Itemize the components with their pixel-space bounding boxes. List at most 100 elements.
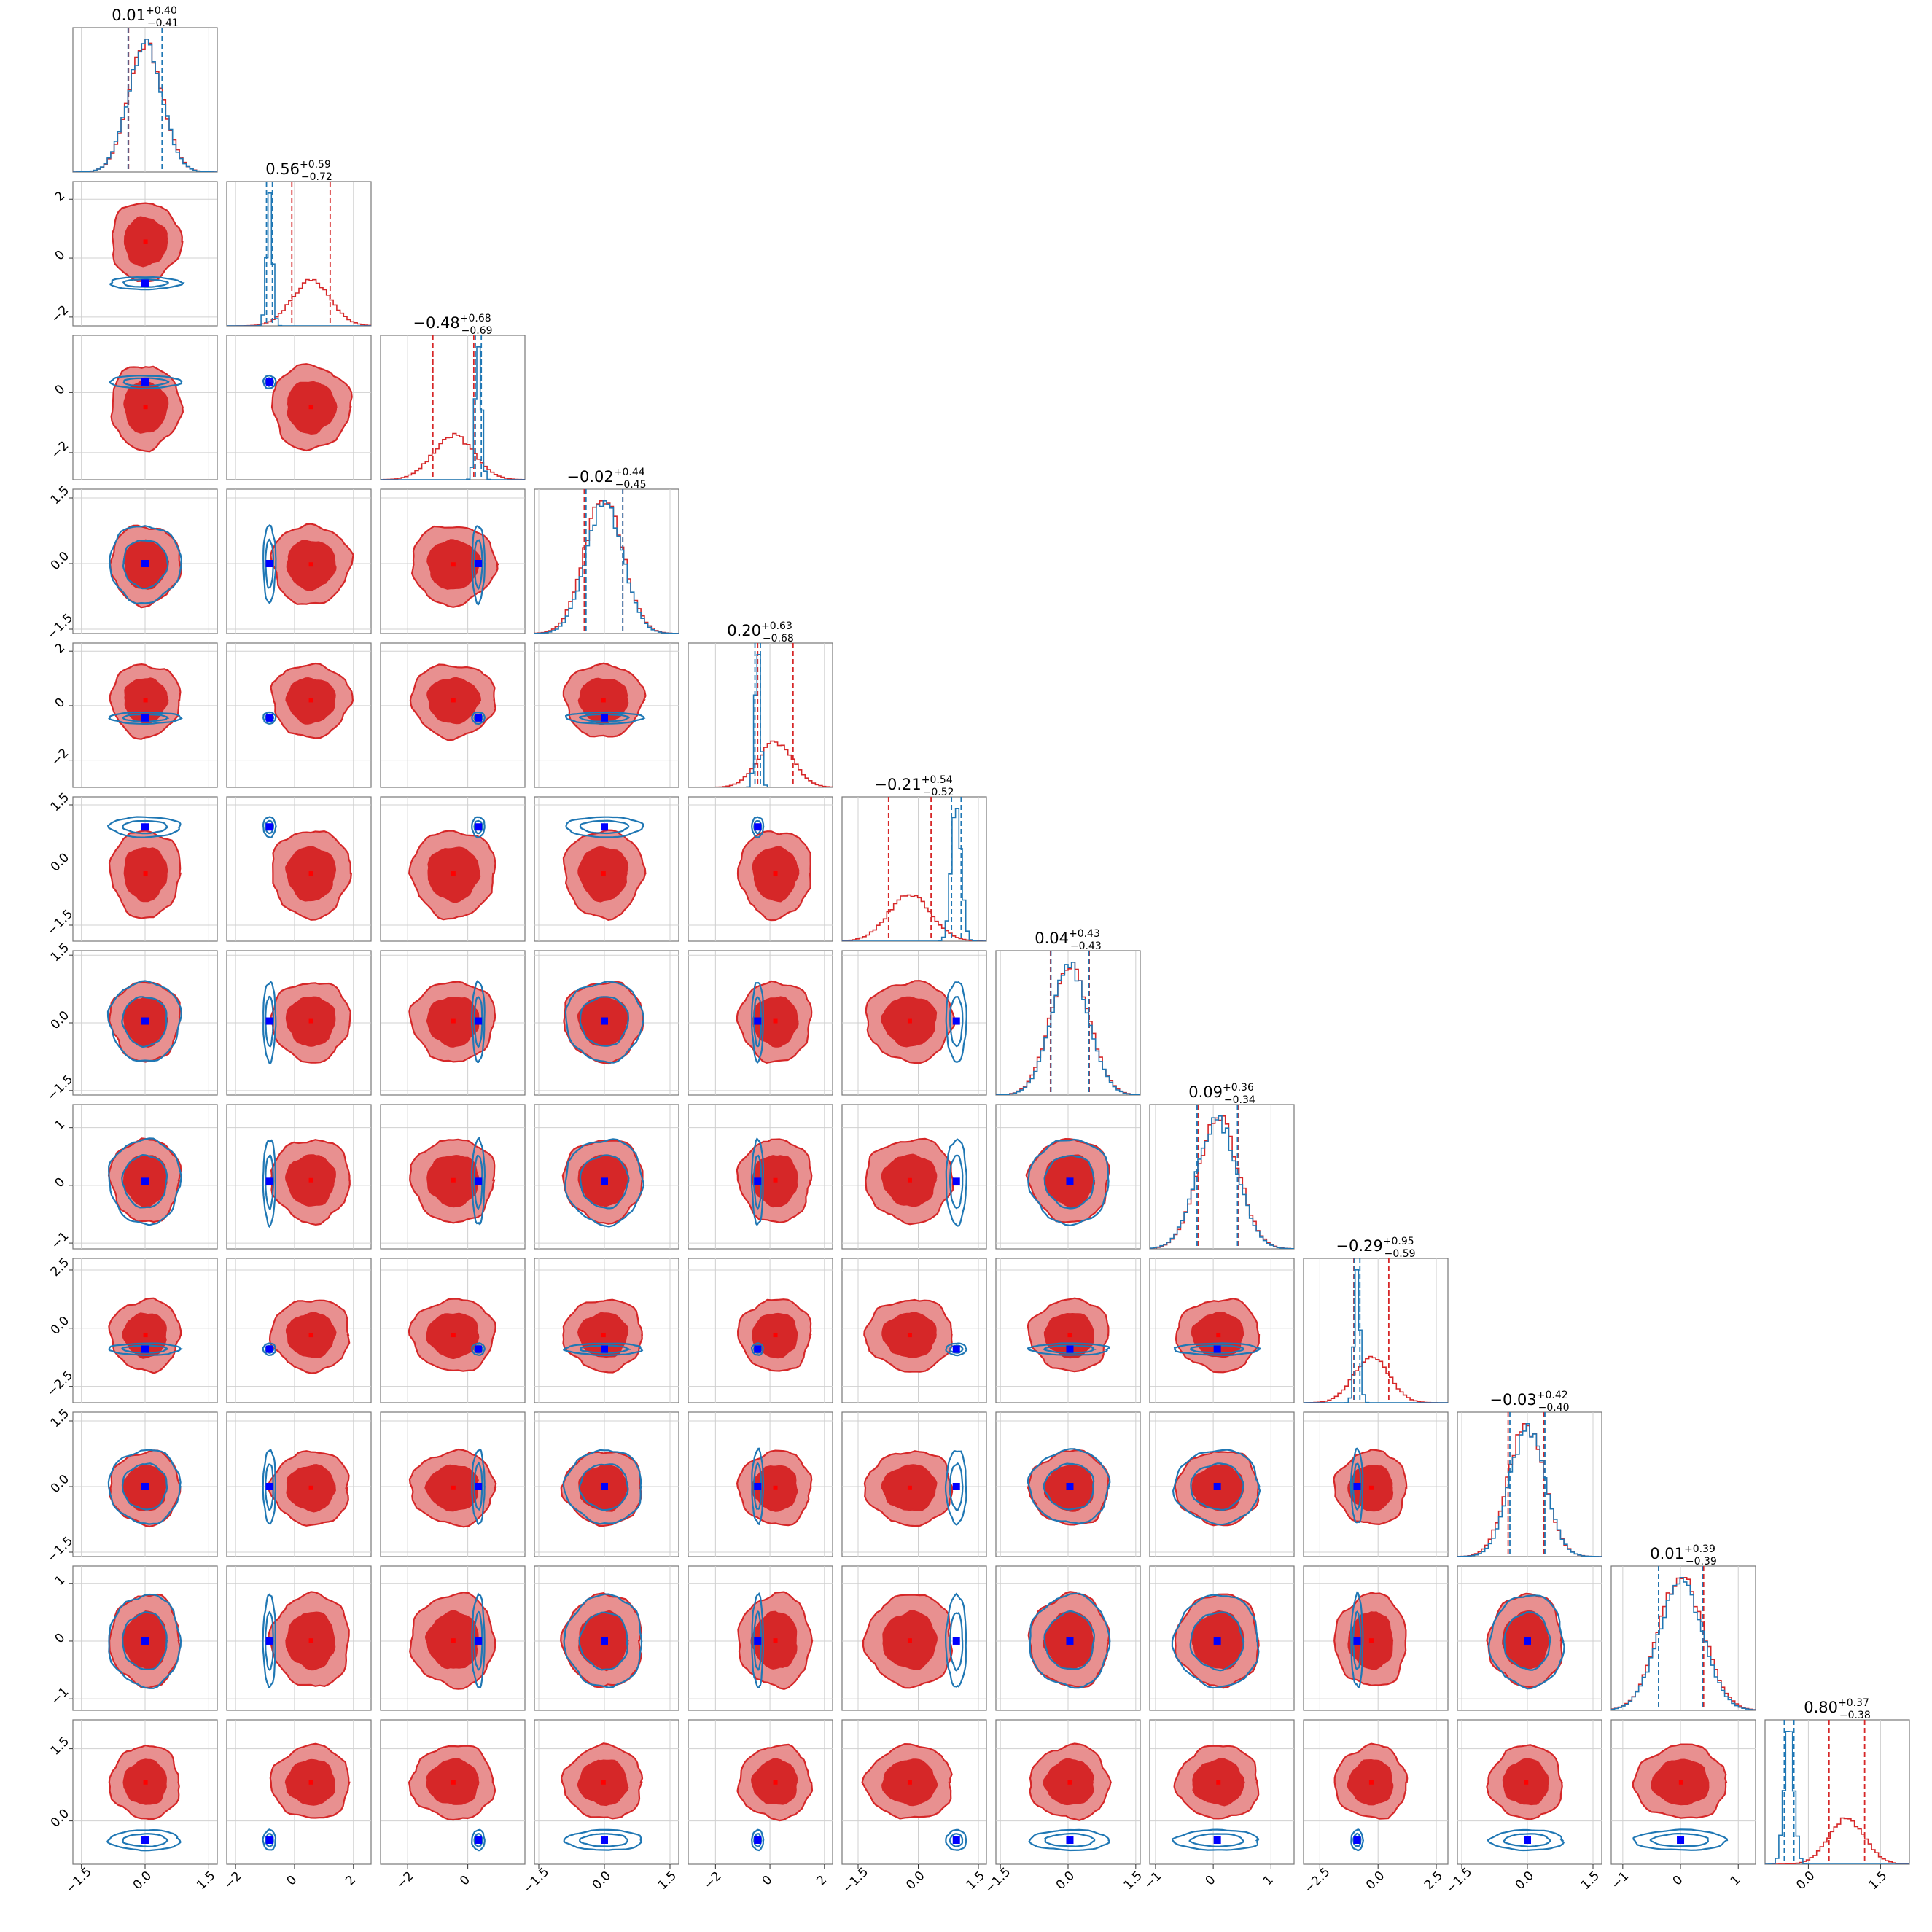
red-marker — [773, 1638, 778, 1643]
red-marker — [601, 871, 606, 876]
blue-marker — [265, 1637, 273, 1645]
scatter-panel: −2 0 2 — [49, 181, 218, 327]
red-marker — [1216, 1780, 1221, 1785]
panel-title: −0.29+0.95 −0.59 — [1336, 1236, 1415, 1260]
scatter-panel — [1457, 1565, 1602, 1711]
blue-marker — [1677, 1836, 1685, 1844]
panel-title: 0.01+0.40 −0.41 — [112, 5, 179, 29]
blue-contour-inner — [122, 278, 169, 288]
y-tick-label: 2 — [52, 189, 69, 205]
scatter-panel — [380, 642, 526, 788]
blue-marker — [1524, 1637, 1531, 1645]
panel-title: −0.21+0.54 −0.52 — [874, 774, 954, 798]
blue-marker — [952, 1483, 960, 1490]
blue-contour-outer — [1029, 1592, 1111, 1689]
panel-title: 0.20+0.63 −0.68 — [727, 620, 794, 644]
blue-marker — [1066, 1345, 1074, 1353]
scatter-panel — [534, 950, 679, 1096]
blue-contour-inner — [1044, 1832, 1096, 1847]
blue-marker — [265, 1177, 273, 1185]
panel-frame — [534, 488, 679, 634]
x-tick-label: 0.0 — [1053, 1869, 1078, 1893]
red-marker — [1368, 1780, 1374, 1785]
blue-contour-inner — [122, 713, 170, 722]
blue-contour-outer — [471, 525, 486, 606]
scatter-panel — [226, 1565, 372, 1711]
scatter-panel — [688, 1258, 833, 1403]
blue-contour-inner — [265, 1154, 275, 1210]
scatter-panel: −2.5 0.0 2.5 — [1301, 1719, 1449, 1896]
blue-contour-outer — [471, 711, 486, 725]
blue-marker — [141, 279, 149, 287]
blue-contour-outer — [470, 979, 486, 1063]
blue-contour-inner — [1189, 1611, 1245, 1672]
scatter-panel: −1 0 1 — [1141, 1719, 1295, 1892]
blue-contour-outer — [108, 711, 184, 725]
y-tick-label: 0.0 — [48, 1008, 72, 1032]
blue-marker — [265, 714, 273, 722]
blue-contour-inner — [122, 1833, 169, 1847]
blue-marker — [601, 1483, 608, 1490]
blue-marker — [141, 560, 149, 567]
blue-contour-outer — [1172, 1449, 1261, 1526]
red-marker — [773, 1177, 778, 1183]
y-tick-label: 1.5 — [48, 1406, 72, 1430]
blue-contour-inner — [121, 1462, 168, 1511]
blue-marker — [1353, 1836, 1361, 1844]
x-tick-label: 0 — [457, 1873, 473, 1889]
scatter-panel: −1.50.01.5 — [44, 483, 218, 642]
scatter-panel: 0.0 1.5 −1.5 0.0 1.5 — [48, 1719, 218, 1896]
blue-contour-inner — [265, 819, 274, 835]
blue-contour-outer — [564, 711, 646, 725]
scatter-panel — [380, 796, 526, 942]
hist-panel — [995, 950, 1141, 1096]
red-marker — [907, 1780, 912, 1785]
blue-contour-outer — [1028, 1828, 1110, 1852]
scatter-panel — [1303, 1411, 1449, 1557]
scatter-panel — [1303, 1565, 1449, 1711]
blue-marker — [754, 1637, 762, 1645]
blue-contour-inner — [579, 1154, 630, 1210]
y-tick-label: 0 — [52, 248, 69, 264]
blue-histogram — [534, 500, 679, 634]
scatter-panel — [534, 796, 679, 942]
blue-contour-inner — [1649, 1833, 1710, 1847]
red-histogram — [842, 894, 986, 941]
scatter-panel: −1 0 1 — [49, 1104, 218, 1252]
red-marker — [451, 1018, 456, 1024]
blue-marker — [1066, 1483, 1074, 1490]
blue-contour-outer — [471, 816, 486, 839]
panel-title: 0.04+0.43 −0.43 — [1035, 928, 1102, 952]
blue-marker — [1213, 1637, 1221, 1645]
y-tick-label: −1.5 — [44, 907, 76, 938]
blue-contour-inner — [1043, 1344, 1097, 1354]
hist-panel — [380, 335, 526, 480]
x-tick-label: 0.0 — [590, 1869, 614, 1893]
blue-marker — [475, 714, 483, 722]
blue-marker — [475, 1345, 483, 1353]
red-marker — [773, 871, 778, 876]
blue-contour-inner — [473, 819, 483, 835]
blue-contour-outer — [564, 1138, 644, 1228]
x-tick-label: 0.0 — [131, 1869, 155, 1893]
blue-contour-outer — [750, 1342, 765, 1356]
panel-title: −0.48+0.68 −0.69 — [413, 313, 492, 337]
panel-title: 0.09+0.36 −0.34 — [1188, 1082, 1255, 1106]
scatter-panel — [226, 1258, 372, 1403]
panel-frame — [841, 796, 987, 942]
blue-marker — [141, 1836, 149, 1844]
blue-marker — [952, 1017, 960, 1025]
y-tick-label: 1.5 — [48, 940, 72, 965]
blue-contour-inner — [578, 1611, 628, 1671]
blue-marker — [475, 1637, 483, 1645]
x-tick-label: 1.5 — [1866, 1869, 1890, 1893]
red-histogram — [1304, 1355, 1448, 1403]
red-marker — [773, 1485, 778, 1490]
blue-marker — [601, 1017, 608, 1025]
panel-title: −0.02+0.44 −0.45 — [566, 467, 646, 491]
blue-marker — [952, 1637, 960, 1645]
y-tick-label: 1 — [52, 1573, 69, 1589]
blue-marker — [754, 1836, 762, 1844]
x-tick-label: −2 — [394, 1869, 417, 1893]
